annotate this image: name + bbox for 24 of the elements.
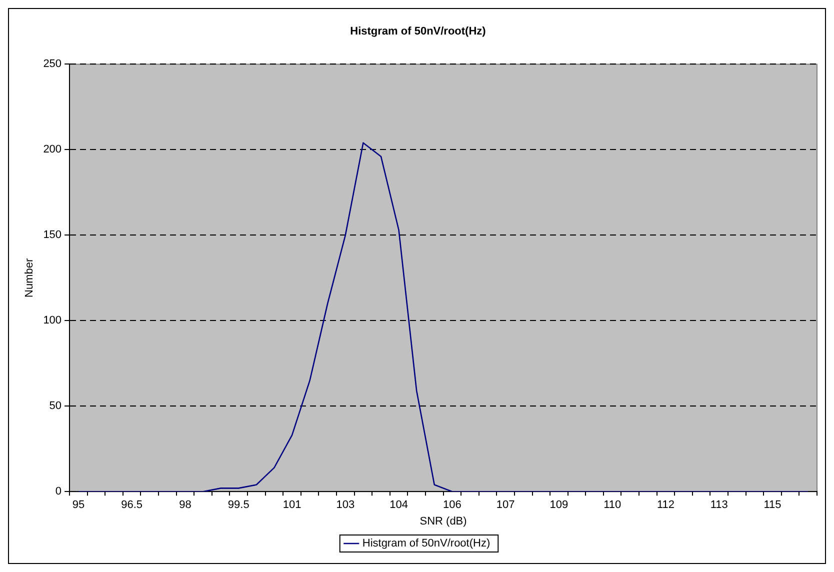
chart-title: Histgram of 50nV/root(Hz)	[350, 26, 486, 38]
x-tick-label: 99.5	[228, 499, 250, 512]
x-tick-label: 104	[390, 499, 408, 512]
x-tick-label: 96.5	[121, 499, 143, 512]
x-tick-label: 107	[496, 499, 515, 512]
x-tick-label: 113	[710, 499, 728, 512]
y-tick-label: 150	[43, 229, 62, 242]
legend-label: Histgram of 50nV/root(Hz)	[362, 538, 490, 550]
y-tick-label: 250	[43, 58, 62, 70]
x-tick-label: 103	[336, 499, 355, 512]
x-tick-label: 110	[604, 499, 622, 512]
x-tick-label: 115	[764, 499, 782, 512]
x-tick-label: 106	[442, 499, 462, 512]
y-tick-label: 100	[43, 314, 62, 327]
x-tick-label: 109	[550, 499, 568, 512]
x-tick-label: 95	[72, 499, 85, 512]
y-axis-title: Number	[24, 258, 36, 298]
y-tick-label: 200	[43, 144, 62, 156]
y-tick-label: 50	[49, 400, 62, 412]
x-tick-label: 98	[179, 499, 192, 512]
x-tick-label: 101	[282, 499, 302, 512]
x-tick-label: 112	[656, 499, 675, 512]
y-tick-label: 0	[55, 486, 62, 498]
x-axis-title: SNR (dB)	[420, 515, 467, 528]
